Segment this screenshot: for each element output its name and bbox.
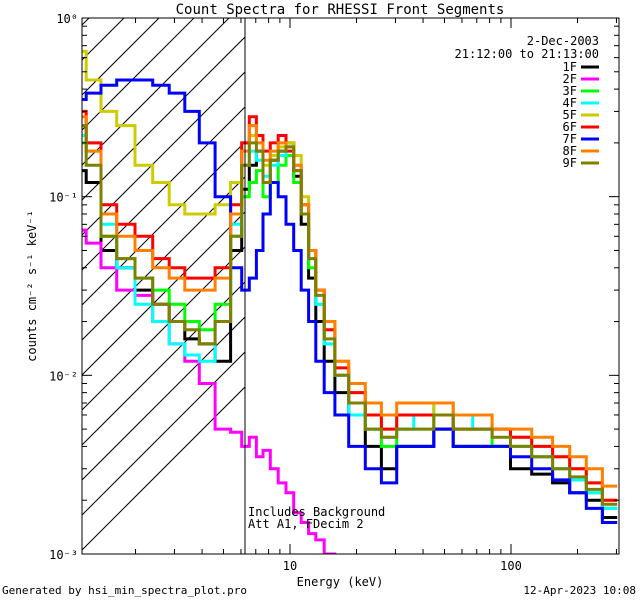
y-tick-label: 10⁰	[56, 12, 78, 26]
hatch-line	[82, 18, 230, 166]
hatch-line	[82, 36, 245, 201]
series-line-7F	[82, 78, 618, 524]
series-line-9F	[82, 124, 618, 506]
hatch-line	[82, 351, 245, 516]
y-tick-label: 10⁻¹	[49, 191, 78, 205]
axis-ticks: 10 100 10⁰ 10⁻¹ 10⁻² 10⁻³	[49, 12, 619, 573]
x-tick-label: 10	[283, 559, 297, 573]
footer-generated-by: Generated by hsi_min_spectra_plot.pro	[2, 584, 247, 597]
legend-label-9F: 9F	[563, 156, 577, 170]
legend-label-7F: 7F	[563, 132, 577, 146]
annotation-background: Includes Background	[248, 505, 385, 519]
plot-frame	[81, 17, 620, 555]
legend-label-5F: 5F	[563, 108, 577, 122]
y-tick-label: 10⁻³	[49, 548, 78, 562]
legend-label-1F: 1F	[563, 60, 577, 74]
legend-label-6F: 6F	[563, 120, 577, 134]
hatch-line	[82, 211, 245, 376]
footer-timestamp: 12-Apr-2023 10:08	[523, 584, 636, 597]
annotation-attenuator: Att A1, FDecim 2	[248, 517, 364, 531]
hatch-line	[82, 246, 245, 411]
series-layer	[82, 49, 618, 554]
legend-time-range: 21:12:00 to 21:13:00	[455, 47, 600, 61]
legend-label-4F: 4F	[563, 96, 577, 110]
hatch-line	[82, 176, 245, 341]
x-axis-label: Energy (keV)	[297, 575, 384, 589]
legend-date: 2-Dec-2003	[527, 34, 599, 48]
legend-label-8F: 8F	[563, 144, 577, 158]
y-axis-label: counts cm⁻² s⁻¹ keV⁻¹	[25, 210, 39, 362]
hatch-line	[82, 141, 245, 306]
x-tick-label: 100	[500, 559, 522, 573]
chart-title: Count Spectra for RHESSI Front Segments	[176, 2, 505, 18]
legend-label-2F: 2F	[563, 72, 577, 86]
y-tick-label: 10⁻²	[49, 369, 78, 383]
hatch-line	[82, 106, 245, 271]
legend-label-3F: 3F	[563, 84, 577, 98]
hatch-line	[82, 386, 245, 551]
